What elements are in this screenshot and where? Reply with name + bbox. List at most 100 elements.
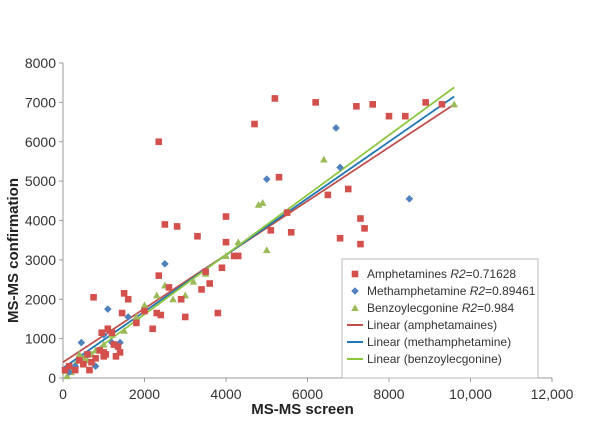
data-point-amphetamines [361,225,368,232]
data-point-amphetamines [155,138,163,146]
y-tick-label: 3000 [25,252,56,268]
data-point-amphetamines [181,313,189,321]
legend: Amphetamines R2=0.71628 Methamphetamine R… [341,258,539,379]
data-point-amphetamines [114,343,122,350]
data-point-benzoylecgonine [189,277,198,285]
data-point-benzoylecgonine [140,301,149,309]
legend-label: Linear (benzoylecgonine) [367,352,502,366]
x-tick-label: 4000 [210,386,241,402]
data-points [61,95,458,380]
y-tick-labels: 0 1000 2000 3000 4000 5000 6000 7000 8000 [25,55,63,386]
data-point-amphetamines [336,234,344,242]
data-point-amphetamines [84,351,91,358]
data-point-amphetamines [110,341,118,348]
data-point-amphetamines [157,311,165,319]
data-point-amphetamines [118,309,126,317]
x-tick-label: 10,000 [449,386,492,402]
data-point-amphetamines [102,351,110,358]
data-point-amphetamines [230,252,238,260]
trendline [62,95,455,369]
y-tick-label: 7000 [25,94,56,110]
data-point-amphetamines [287,229,295,236]
data-point-amphetamines [353,103,360,110]
data-point-amphetamines [385,112,393,120]
data-point-amphetamines [369,101,376,108]
data-point-amphetamines [149,325,156,333]
data-point-amphetamines [71,366,79,374]
data-point-amphetamines [267,227,275,234]
y-tick-label: 5000 [25,173,56,189]
x-tick-label: 8000 [373,386,404,402]
y-tick-label: 2000 [25,291,56,307]
data-point-benzoylecgonine [222,252,230,259]
data-point-amphetamines [155,272,163,279]
data-point-methamphetamine [405,195,414,203]
legend-marker-amphetamines [351,270,359,278]
legend-label: Linear (amphetamaines) [367,318,497,332]
data-point-amphetamines [141,307,148,315]
data-point-amphetamines [165,284,173,291]
data-point-amphetamines [76,356,83,364]
data-point-amphetamines [214,309,222,317]
trendline [62,86,455,375]
y-axis-title: MS-MS confirmation [5,178,22,323]
x-tick-label: 6000 [292,386,323,402]
data-point-amphetamines [312,99,319,106]
data-point-amphetamines [98,329,106,337]
data-point-benzoylecgonine [120,326,128,334]
data-point-amphetamines [198,286,205,293]
data-point-benzoylecgonine [169,295,177,303]
data-point-amphetamines [271,95,279,102]
data-point-amphetamines [206,280,213,287]
data-point-methamphetamine [336,163,344,172]
data-point-amphetamines [283,209,291,216]
data-point-methamphetamine [262,175,271,183]
data-point-amphetamines [120,290,128,297]
data-point-benzoylecgonine [320,155,328,163]
data-point-amphetamines [422,99,429,106]
data-point-amphetamines [133,319,140,327]
data-point-amphetamines [344,185,352,193]
data-point-amphetamines [112,353,120,360]
data-point-benzoylecgonine [450,100,458,108]
data-point-amphetamines [65,362,73,370]
data-point-methamphetamine [104,305,112,313]
data-point-amphetamines [202,268,209,275]
data-point-amphetamines [80,360,87,368]
data-point-benzoylecgonine [99,340,108,348]
data-point-amphetamines [357,240,364,248]
legend-label: Methamphetamine R2=0.89461 [367,284,536,298]
data-point-amphetamines [194,232,201,240]
data-point-amphetamines [104,325,112,333]
y-tick-label: 8000 [25,55,56,71]
legend-label: Amphetamines R2=0.71628 [367,267,516,281]
data-point-amphetamines [357,215,364,222]
y-tick-label: 4000 [25,213,56,229]
data-point-amphetamines [153,309,161,317]
data-point-amphetamines [90,293,97,301]
data-point-benzoylecgonine [132,313,141,321]
data-point-amphetamines [251,120,258,128]
data-point-amphetamines [161,221,169,228]
series-amphetamines-points [61,95,446,374]
data-point-amphetamines [116,349,124,356]
data-point-benzoylecgonine [258,198,267,206]
data-point-amphetamines [108,329,116,337]
data-point-amphetamines [92,355,99,362]
data-point-benzoylecgonine [63,372,71,380]
data-point-amphetamines [96,347,103,354]
data-point-benzoylecgonine [152,291,161,299]
x-tick-labels: 0 2000 4000 6000 8000 10,000 12,000 [59,378,574,402]
data-point-benzoylecgonine [234,238,243,246]
legend-box [341,258,539,379]
data-point-methamphetamine [124,313,132,321]
data-point-amphetamines [222,238,230,246]
data-point-amphetamines [324,191,332,199]
y-tick-label: 1000 [25,331,56,347]
x-tick-label: 0 [59,386,67,402]
data-point-amphetamines [61,366,69,374]
data-point-amphetamines [222,213,230,220]
data-point-amphetamines [177,295,185,303]
legend-marker-methamphetamine [351,287,359,295]
